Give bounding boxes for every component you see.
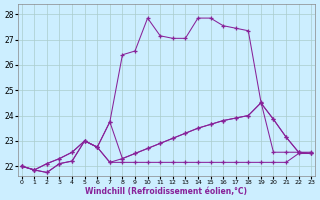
X-axis label: Windchill (Refroidissement éolien,°C): Windchill (Refroidissement éolien,°C) (85, 187, 247, 196)
